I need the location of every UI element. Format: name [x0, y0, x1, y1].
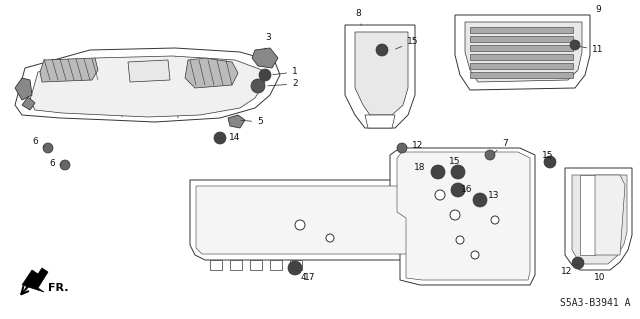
Polygon shape [185, 58, 238, 88]
Text: 2: 2 [268, 79, 298, 88]
Text: 3: 3 [265, 33, 271, 49]
Text: 8: 8 [355, 10, 361, 25]
Text: 10: 10 [595, 273, 605, 283]
Circle shape [288, 261, 302, 275]
Circle shape [259, 69, 271, 81]
Text: 16: 16 [461, 184, 473, 194]
Circle shape [43, 143, 53, 153]
Circle shape [473, 193, 487, 207]
Text: 1: 1 [273, 68, 298, 77]
Polygon shape [397, 152, 530, 280]
Circle shape [435, 190, 445, 200]
Bar [470, 54, 573, 60]
Polygon shape [128, 60, 170, 82]
Text: 5: 5 [241, 117, 263, 127]
Text: 17: 17 [297, 270, 316, 283]
Polygon shape [345, 25, 415, 128]
Polygon shape [270, 260, 282, 270]
Polygon shape [196, 186, 410, 254]
Text: 4: 4 [295, 270, 306, 283]
Circle shape [376, 44, 388, 56]
Circle shape [214, 132, 226, 144]
Bar [470, 72, 573, 78]
Bar [470, 36, 573, 42]
Text: 18: 18 [414, 164, 435, 173]
Circle shape [572, 257, 584, 269]
Polygon shape [252, 48, 278, 68]
Text: 9: 9 [595, 5, 601, 14]
Text: 7: 7 [494, 138, 508, 153]
Polygon shape [22, 268, 48, 292]
Polygon shape [565, 168, 632, 270]
Polygon shape [365, 115, 395, 128]
Text: 15: 15 [542, 151, 554, 160]
Polygon shape [190, 180, 415, 260]
Polygon shape [230, 260, 242, 270]
Text: 13: 13 [482, 191, 500, 201]
Polygon shape [40, 58, 98, 82]
Text: 15: 15 [449, 158, 461, 172]
Text: 15: 15 [396, 38, 419, 49]
Circle shape [450, 210, 460, 220]
Polygon shape [15, 48, 280, 122]
Text: 6: 6 [32, 137, 45, 147]
Polygon shape [572, 175, 627, 264]
Polygon shape [290, 260, 302, 270]
Polygon shape [15, 78, 32, 100]
Polygon shape [390, 148, 535, 285]
Circle shape [431, 165, 445, 179]
Circle shape [456, 236, 464, 244]
Polygon shape [355, 32, 408, 115]
Text: 11: 11 [580, 46, 604, 55]
Polygon shape [595, 175, 625, 255]
Text: FR.: FR. [48, 283, 68, 293]
Bar [470, 45, 573, 51]
Text: 12: 12 [561, 264, 577, 277]
Polygon shape [580, 175, 595, 255]
Circle shape [544, 156, 556, 168]
Polygon shape [30, 56, 265, 117]
Text: 12: 12 [406, 140, 424, 150]
Polygon shape [455, 15, 590, 90]
Circle shape [485, 150, 495, 160]
Text: S5A3-B3941 A: S5A3-B3941 A [559, 298, 630, 308]
Polygon shape [228, 115, 245, 128]
Circle shape [471, 251, 479, 259]
Circle shape [397, 143, 407, 153]
Circle shape [570, 40, 580, 50]
Circle shape [60, 160, 70, 170]
Circle shape [251, 79, 265, 93]
Circle shape [451, 165, 465, 179]
Polygon shape [22, 97, 35, 110]
Polygon shape [465, 22, 582, 82]
Bar [470, 27, 573, 33]
Circle shape [491, 216, 499, 224]
Text: 14: 14 [222, 133, 241, 143]
Polygon shape [210, 260, 222, 270]
Circle shape [295, 220, 305, 230]
Text: 6: 6 [49, 159, 61, 167]
Polygon shape [250, 260, 262, 270]
Circle shape [326, 234, 334, 242]
Circle shape [451, 183, 465, 197]
Bar [470, 63, 573, 69]
